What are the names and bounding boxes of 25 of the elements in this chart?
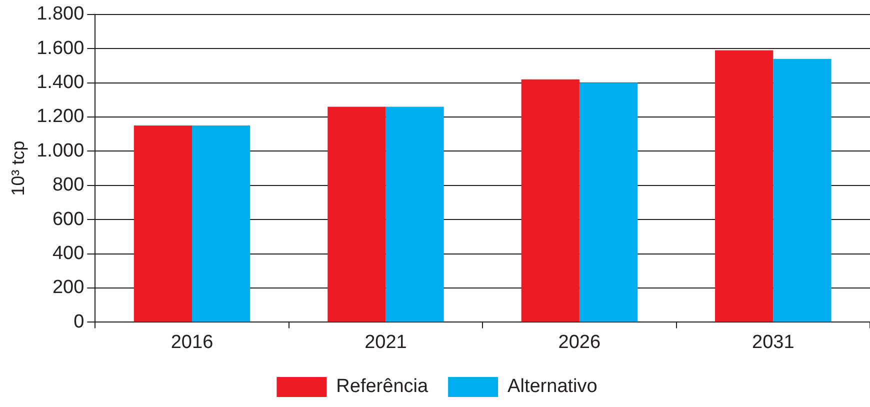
y-tick-label: 600: [52, 208, 84, 230]
y-tick-label: 800: [52, 174, 84, 196]
x-tick-label: 2021: [364, 332, 407, 353]
y-tick-label: 1.800: [36, 4, 84, 25]
bar: [715, 50, 774, 322]
x-tick-label: 2026: [558, 332, 601, 353]
bar: [192, 126, 250, 322]
y-axis-title: 10³ tcp: [8, 140, 28, 196]
y-tick-label: 1.000: [36, 140, 84, 162]
bar: [328, 106, 386, 322]
y-tick-label: 1.600: [36, 38, 84, 59]
y-tick-label: 1.200: [36, 106, 84, 128]
y-tick-label: 400: [52, 243, 84, 264]
y-tick-label: 0: [74, 311, 84, 332]
bar: [773, 58, 832, 322]
x-tick-label: 2016: [170, 332, 214, 353]
x-tick-label: 2031: [752, 332, 794, 353]
bar: [386, 106, 444, 322]
y-tick-label: 200: [52, 277, 84, 298]
bar: [521, 79, 580, 322]
legend-label: Referência: [336, 376, 428, 398]
legend-label: Alternativo: [508, 376, 598, 398]
y-tick-label: 1.400: [36, 72, 84, 94]
bar: [134, 126, 192, 322]
bar: [579, 82, 638, 322]
